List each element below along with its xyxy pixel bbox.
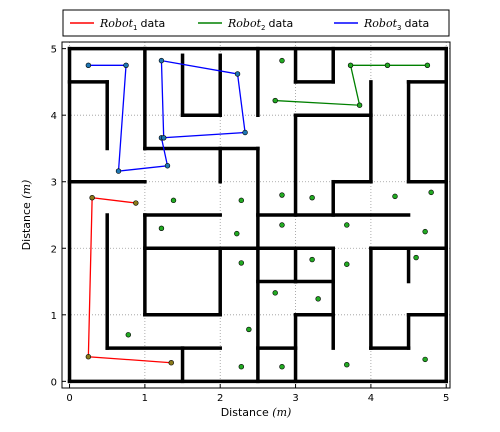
- landmark-point: [125, 332, 131, 338]
- robot-2-data-point: [356, 102, 363, 108]
- landmark-point: [279, 57, 285, 64]
- x-axis-label: Distance (m): [221, 406, 292, 419]
- x-tick-label: 1: [142, 393, 148, 404]
- robot-3-data-point: [161, 135, 167, 141]
- landmark-point: [309, 195, 315, 201]
- robot-3-series: [85, 57, 248, 174]
- x-tick-label: 0: [66, 393, 72, 404]
- landmark-point: [428, 189, 434, 196]
- y-tick-label: 5: [51, 45, 57, 56]
- robot-3-data-point: [123, 62, 129, 68]
- legend-label: Robot2 data: [227, 17, 293, 32]
- robot-1-path-line: [87, 196, 172, 364]
- robot-2-data-point: [347, 62, 354, 68]
- y-tick-label: 0: [51, 377, 57, 388]
- robot-1-data-point: [85, 354, 92, 360]
- robot-3-data-point: [234, 71, 241, 77]
- legend-box: [62, 9, 450, 37]
- legend-entry-robot-1: Robot1 data: [70, 17, 165, 32]
- landmark-point: [238, 364, 245, 370]
- x-axis-ticks: 0 1 2 3 4 5: [66, 384, 449, 404]
- landmark-point: [344, 261, 350, 267]
- legend-label: Robot1 data: [99, 17, 165, 32]
- robot-2-series: [272, 62, 431, 108]
- y-tick-label: 1: [51, 311, 57, 322]
- robot-2-data-point: [424, 62, 431, 68]
- robot-1-data-point: [168, 360, 174, 366]
- landmark-point: [238, 197, 245, 204]
- robot-3-data-point: [242, 129, 248, 136]
- maze-walls: [67, 46, 448, 384]
- landmark-point: [234, 230, 240, 237]
- landmark-point: [422, 228, 428, 235]
- y-axis-label: Distance (m): [20, 180, 33, 251]
- landmark-point: [158, 225, 165, 232]
- robot-3-data-point: [115, 168, 122, 174]
- landmark-point: [170, 197, 177, 204]
- plot-frame: [61, 41, 451, 389]
- x-tick-label: 2: [217, 393, 223, 404]
- landmark-point: [392, 193, 398, 200]
- robot-1-series: [85, 195, 174, 366]
- robot-1-data-point: [133, 200, 139, 206]
- x-tick-label: 5: [443, 393, 449, 404]
- landmark-point: [309, 256, 315, 263]
- landmark-point: [238, 260, 245, 266]
- legend-entry-robot-3: Robot3 data: [334, 17, 429, 32]
- landmark-point: [279, 222, 285, 228]
- landmark-point: [422, 356, 428, 363]
- robot-paths: [85, 57, 431, 366]
- landmark-point: [272, 290, 278, 296]
- landmark-points: [125, 57, 434, 370]
- legend-entry-robot-2: Robot2 data: [198, 17, 293, 32]
- robot-2-data-point: [384, 62, 391, 68]
- y-tick-label: 4: [51, 111, 57, 122]
- landmark-point: [413, 254, 419, 261]
- landmark-point: [315, 296, 321, 302]
- y-tick-label: 3: [51, 178, 57, 189]
- landmark-point: [279, 364, 285, 370]
- robot-2-data-point: [272, 97, 278, 104]
- x-tick-label: 4: [368, 393, 374, 404]
- x-tick-label: 3: [292, 393, 298, 404]
- legend-label: Robot3 data: [363, 17, 429, 32]
- y-axis-ticks: 0 1 2 3 4 5: [51, 45, 66, 388]
- robot-3-data-point: [158, 57, 165, 64]
- robot-1-data-point: [89, 195, 95, 201]
- legend: Robot1 data Robot2 data Robot3 data: [62, 9, 450, 37]
- landmark-point: [279, 192, 285, 198]
- landmark-point: [344, 362, 350, 368]
- landmark-point: [246, 326, 252, 333]
- robot-3-data-point: [164, 163, 171, 169]
- landmark-point: [344, 222, 350, 228]
- robot-3-data-point: [85, 62, 92, 68]
- y-tick-label: 2: [51, 244, 57, 255]
